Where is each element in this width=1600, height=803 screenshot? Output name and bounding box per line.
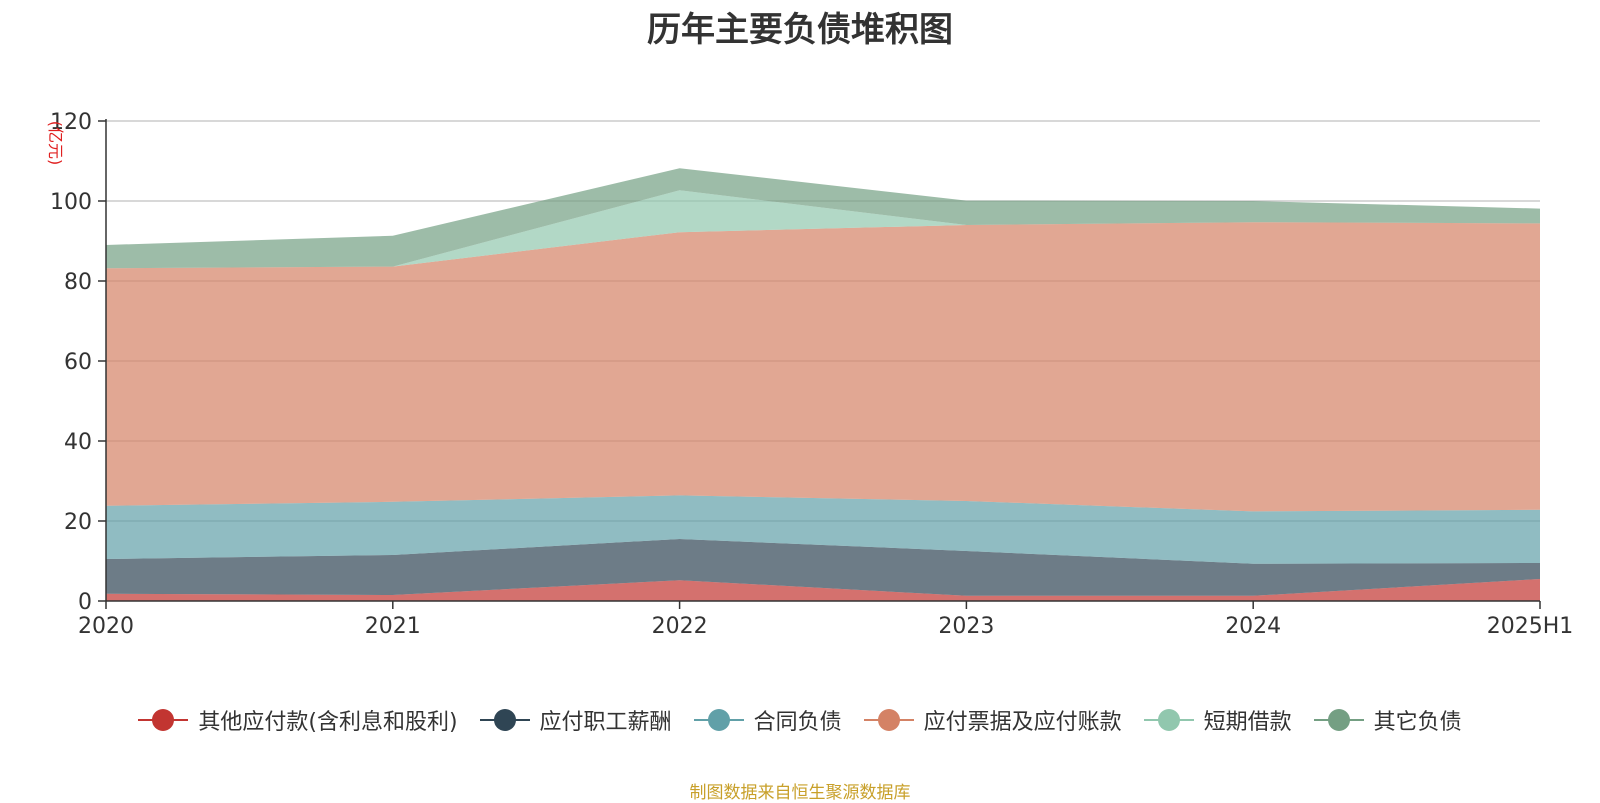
legend-marker-icon bbox=[693, 708, 744, 732]
axes: 0 20 40 60 80 100 120 2020 2021 2022 2023 2024 2025H… bbox=[50, 110, 1573, 639]
x-tick-label: 2021 bbox=[365, 614, 421, 639]
area-series-3 bbox=[106, 222, 1540, 512]
legend-marker-icon bbox=[138, 708, 189, 732]
area-series-4 bbox=[106, 190, 1540, 269]
chart-title: 历年主要负债堆积图 bbox=[647, 10, 953, 50]
source-note: 制图数据来自恒生聚源数据库 bbox=[689, 783, 911, 803]
x-tick-label: 2025H1 bbox=[1487, 614, 1574, 639]
x-tick-label: 2023 bbox=[938, 614, 994, 639]
legend-item-1[interactable]: 应付职工薪酬 bbox=[479, 704, 672, 736]
y-tick-label: 100 bbox=[50, 190, 92, 215]
legend-item-3[interactable]: 应付票据及应付账款 bbox=[863, 704, 1122, 736]
y-axis-unit-label: (亿元) bbox=[46, 121, 65, 166]
legend-item-2[interactable]: 合同负债 bbox=[693, 704, 842, 736]
legend-label: 应付票据及应付账款 bbox=[923, 710, 1122, 735]
y-tick-label: 40 bbox=[64, 430, 92, 455]
y-tick-label: 120 bbox=[50, 110, 92, 135]
area-series-1 bbox=[106, 539, 1540, 596]
y-tick-label: 20 bbox=[64, 510, 92, 535]
legend-label: 应付职工薪酬 bbox=[539, 710, 672, 735]
x-tick-label: 2022 bbox=[652, 614, 708, 639]
legend-item-0[interactable]: 其他应付款(含利息和股利) bbox=[138, 704, 458, 736]
y-tick-label: 60 bbox=[64, 350, 92, 375]
y-tick-label: 0 bbox=[78, 590, 92, 615]
stacked-area-chart: 0 20 40 60 80 100 120 2020 2021 2022 2023 2024 2025H… bbox=[46, 110, 1573, 639]
area-series-layer bbox=[106, 168, 1540, 601]
area-series-5 bbox=[106, 168, 1540, 269]
legend: 其他应付款(含利息和股利) 应付职工薪酬 合同负债 应付票据及应付账款 短期借款 其它负债 bbox=[0, 700, 1600, 740]
legend-label: 其他应付款(含利息和股利) bbox=[198, 710, 458, 735]
legend-item-4[interactable]: 短期借款 bbox=[1143, 704, 1292, 736]
legend-label: 其它负债 bbox=[1373, 710, 1462, 735]
y-tick-label: 80 bbox=[64, 270, 92, 295]
x-tick-label: 2024 bbox=[1225, 614, 1281, 639]
legend-marker-icon bbox=[1313, 708, 1364, 732]
legend-label: 合同负债 bbox=[753, 710, 842, 735]
legend-marker-icon bbox=[1143, 708, 1194, 732]
legend-label: 短期借款 bbox=[1203, 710, 1292, 735]
legend-marker-icon bbox=[479, 708, 530, 732]
area-series-0 bbox=[106, 579, 1540, 601]
area-series-2 bbox=[106, 495, 1540, 564]
x-tick-label: 2020 bbox=[78, 614, 134, 639]
legend-marker-icon bbox=[863, 708, 914, 732]
legend-item-5[interactable]: 其它负债 bbox=[1313, 704, 1462, 736]
